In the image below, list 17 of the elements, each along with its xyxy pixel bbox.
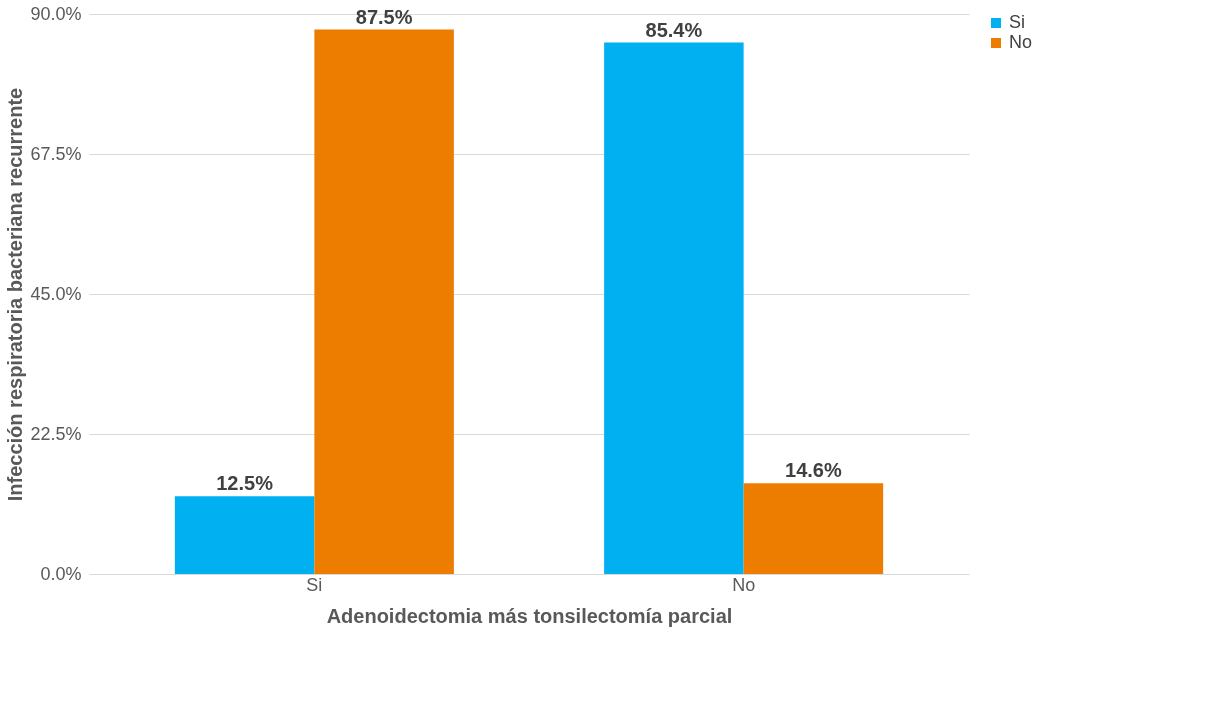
legend-label: No	[1009, 32, 1033, 52]
y-tick-label: 45.0%	[30, 283, 82, 304]
bar	[174, 496, 315, 574]
bar	[743, 483, 884, 574]
data-label: 12.5%	[216, 472, 274, 495]
bar	[314, 29, 454, 574]
legend-label: Si	[1009, 12, 1026, 32]
data-label: 14.6%	[785, 459, 842, 482]
y-tick-label: 90.0%	[30, 3, 82, 24]
y-axis-title: Infección respiratoria bacteriana recurrente	[4, 87, 27, 502]
y-tick-label: 22.5%	[30, 423, 82, 444]
y-tick-label: 67.5%	[30, 143, 82, 164]
data-label: 87.5%	[355, 5, 413, 28]
data-label: 85.4%	[645, 18, 703, 41]
y-tick-label: 0.0%	[40, 563, 82, 584]
bar	[604, 42, 744, 574]
x-axis-title: Adenoidectomia más tonsilectomía parcial	[326, 604, 733, 627]
